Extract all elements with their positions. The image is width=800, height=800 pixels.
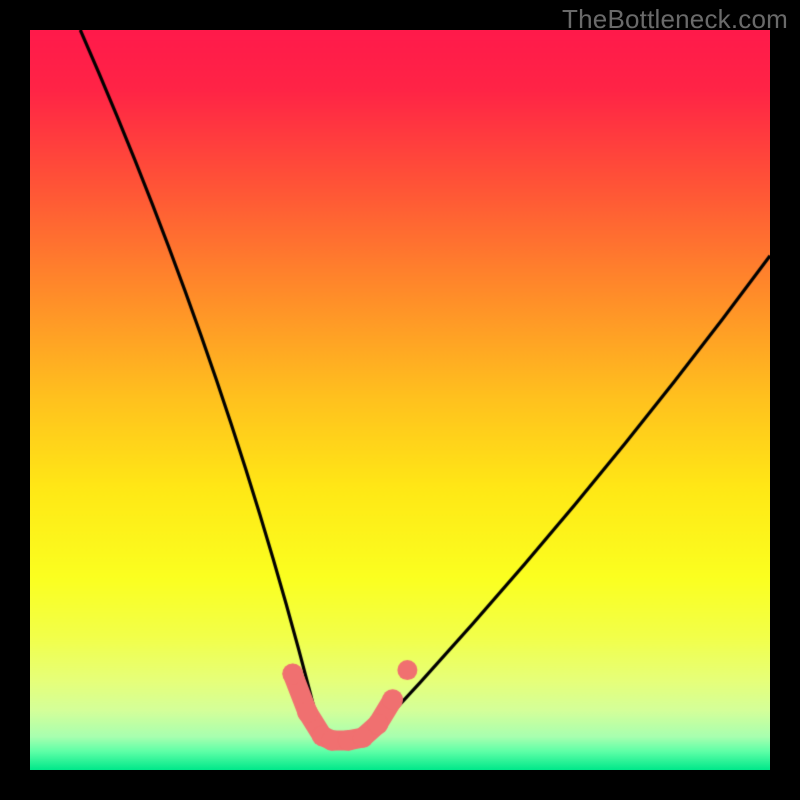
chart-stage: TheBottleneck.com — [0, 0, 800, 800]
bottleneck-v-curve — [30, 30, 770, 770]
plot-area — [30, 30, 770, 770]
